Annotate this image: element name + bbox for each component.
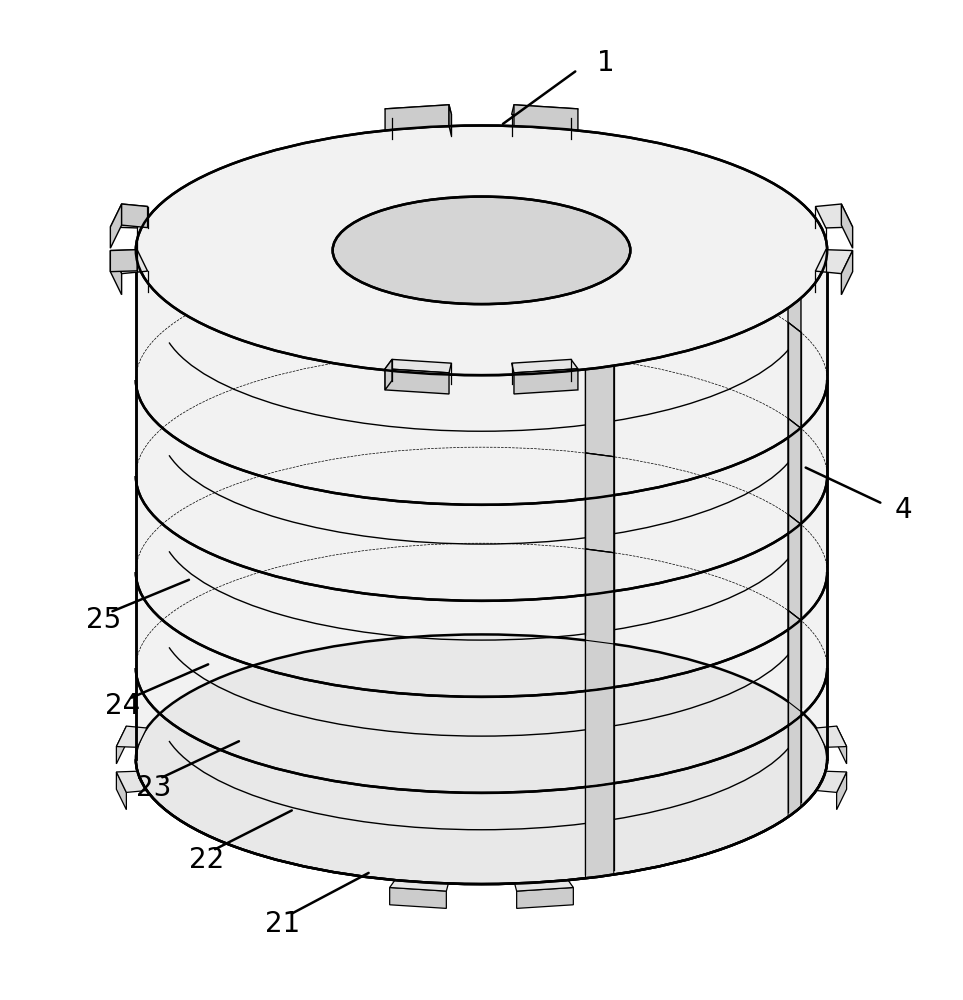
Polygon shape [837,772,846,810]
Polygon shape [837,726,846,764]
Polygon shape [514,105,578,130]
Polygon shape [390,880,449,891]
Polygon shape [385,359,392,390]
Polygon shape [385,359,452,373]
Polygon shape [586,591,613,691]
Polygon shape [817,771,846,792]
Polygon shape [117,772,126,810]
Polygon shape [511,359,578,373]
Polygon shape [816,250,852,274]
Polygon shape [111,204,121,248]
Polygon shape [511,105,578,118]
Polygon shape [385,369,449,394]
Polygon shape [517,887,573,908]
Text: 25: 25 [86,606,121,634]
Polygon shape [586,357,613,457]
Polygon shape [586,131,613,265]
Polygon shape [788,524,801,630]
Polygon shape [586,687,613,787]
Polygon shape [788,418,801,524]
Text: 23: 23 [136,774,171,802]
Polygon shape [788,716,801,817]
Polygon shape [385,105,452,118]
Polygon shape [788,610,801,711]
Polygon shape [449,105,452,136]
Text: 4: 4 [895,496,912,524]
Polygon shape [788,193,801,332]
Polygon shape [586,261,613,361]
Polygon shape [816,204,852,228]
Polygon shape [817,726,846,747]
Text: 22: 22 [189,846,223,874]
Polygon shape [111,250,147,274]
Polygon shape [117,726,146,747]
Ellipse shape [136,634,827,884]
Polygon shape [514,880,573,891]
Polygon shape [385,105,449,130]
Polygon shape [121,204,147,228]
Polygon shape [111,251,121,295]
Polygon shape [117,771,146,792]
Polygon shape [514,369,578,394]
Polygon shape [111,250,137,272]
Ellipse shape [332,197,631,304]
Polygon shape [788,514,801,620]
Polygon shape [586,549,613,644]
Polygon shape [586,453,613,553]
Polygon shape [842,251,852,295]
Text: 21: 21 [266,910,300,938]
Ellipse shape [136,126,827,375]
Polygon shape [117,726,126,764]
Polygon shape [586,366,613,499]
Text: 24: 24 [105,692,141,720]
Polygon shape [586,783,613,878]
Polygon shape [788,620,801,726]
Polygon shape [788,322,801,428]
Polygon shape [788,428,801,534]
Polygon shape [788,298,801,438]
Polygon shape [842,204,852,248]
Text: 1: 1 [597,49,614,77]
Polygon shape [390,887,446,908]
Polygon shape [586,495,613,595]
Polygon shape [136,250,827,884]
Polygon shape [111,204,147,228]
